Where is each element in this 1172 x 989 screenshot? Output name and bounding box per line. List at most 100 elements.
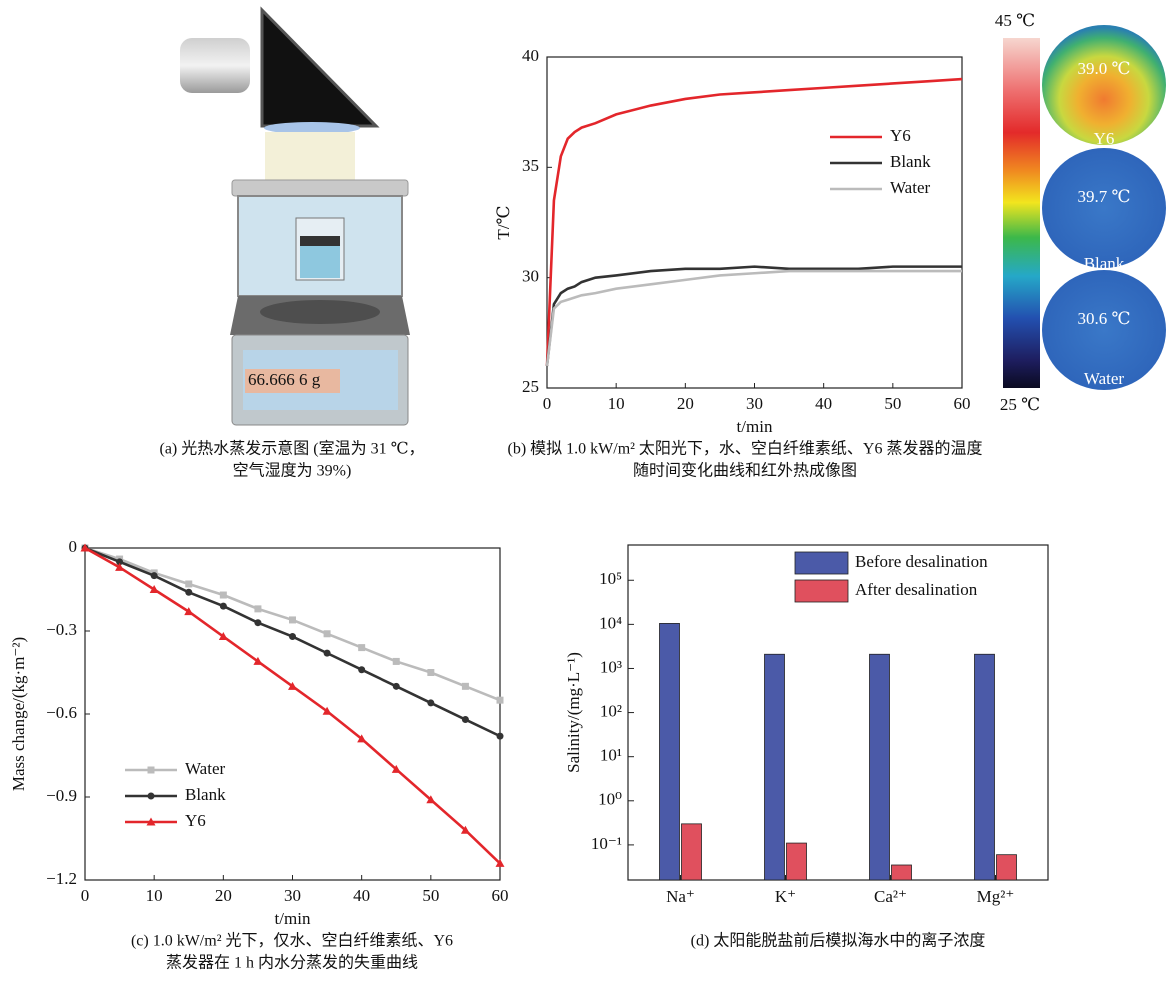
y-tick-label: 25 — [522, 377, 539, 396]
display-bar — [245, 369, 340, 393]
y-axis-label: Mass change/(kg·m⁻²) — [9, 637, 28, 791]
marker — [426, 795, 436, 804]
evaporator — [300, 236, 340, 246]
lamp-prism — [260, 6, 380, 128]
caption: (a) 光热水蒸发示意图 (室温为 31 ℃， — [160, 439, 425, 458]
legend-marker — [147, 792, 155, 800]
light-beam — [265, 132, 355, 184]
y-tick-label: 30 — [522, 267, 539, 286]
legend-label: Y6 — [890, 126, 911, 145]
water — [300, 246, 340, 278]
thermal-temperature: 30.6 ℃ — [1077, 309, 1130, 328]
x-tick-label: 40 — [815, 394, 832, 413]
legend-swatch — [794, 551, 849, 575]
bar — [974, 653, 995, 881]
plot-frame — [546, 56, 963, 389]
y-tick-label: 10² — [600, 701, 622, 720]
marker — [358, 644, 366, 652]
y-tick-label: 10⁴ — [599, 613, 622, 632]
plot-frame — [84, 547, 501, 881]
marker — [357, 734, 367, 743]
x-axis-label: t/min — [275, 909, 311, 928]
marker — [115, 562, 125, 571]
bar — [869, 653, 890, 881]
marker — [80, 543, 90, 552]
marker — [461, 682, 469, 690]
x-tick-label: 30 — [746, 394, 763, 413]
marker — [116, 558, 124, 566]
marker — [218, 632, 228, 641]
bar — [659, 623, 680, 881]
caption: 空气湿度为 39%) — [233, 462, 352, 480]
bar — [786, 842, 807, 881]
x-tick-label: 0 — [543, 394, 552, 413]
x-tick-label: 50 — [884, 394, 901, 413]
y-axis-label: Salinity/(mg·L⁻¹) — [564, 652, 583, 773]
caption: (c) 1.0 kW/m² 光下，仅水、空白纤维素纸、Y6 — [131, 932, 453, 950]
x-tick-label: 0 — [81, 886, 90, 905]
y-axis-label: T/℃ — [494, 205, 513, 239]
series-line — [545, 269, 962, 367]
evaporation-illustration: 66.666 6 g (a) 光热水蒸发示意图 (室温为 31 ℃， 空气湿度为… — [160, 6, 425, 480]
x-tick-label: K⁺ — [775, 887, 796, 906]
marker — [184, 607, 194, 616]
balance-reading: 66.666 6 g — [248, 370, 321, 389]
y-tick-label: 40 — [522, 46, 539, 65]
legend-label: Blank — [890, 152, 931, 171]
y-tick-label: 10⁰ — [598, 790, 622, 809]
series-line — [545, 77, 963, 366]
thermal-temperature: 39.0 ℃ — [1077, 59, 1130, 78]
marker — [461, 716, 469, 724]
marker — [427, 669, 435, 676]
marker — [185, 588, 193, 596]
thermal-label: Water — [1084, 369, 1124, 388]
marker — [254, 605, 262, 613]
thermal-image — [1042, 270, 1166, 390]
marker — [253, 656, 263, 665]
y-tick-label: −0.6 — [46, 703, 77, 722]
marker — [322, 706, 332, 715]
marker — [288, 681, 297, 690]
x-tick-label: 60 — [954, 394, 971, 413]
y-tick-label: 10⁵ — [599, 569, 622, 588]
bar — [996, 854, 1017, 881]
x-tick-label: 30 — [284, 886, 301, 905]
y-tick-label: 10³ — [600, 657, 622, 676]
marker — [496, 732, 504, 740]
x-tick-label: 20 — [215, 886, 232, 905]
series-line — [84, 546, 501, 738]
lamp-lens — [264, 122, 360, 134]
legend-label: Water — [890, 178, 930, 197]
x-tick-label: Ca²⁺ — [874, 887, 907, 906]
caption: 随时间变化曲线和红外热成像图 — [633, 462, 857, 480]
marker — [254, 619, 262, 627]
marker — [289, 633, 296, 641]
y-tick-label: −0.3 — [46, 620, 77, 639]
y-tick-label: 10¹ — [600, 746, 622, 765]
marker — [460, 825, 470, 834]
thermal-image — [1042, 148, 1166, 268]
marker — [219, 591, 227, 599]
legend-marker — [146, 817, 156, 826]
caption: (b) 模拟 1.0 kW/m² 太阳光下，水、空白纤维素纸、Y6 蒸发器的温度 — [507, 440, 982, 458]
marker — [496, 696, 504, 704]
legend-marker — [147, 766, 155, 774]
thermal-label: Blank — [1084, 254, 1125, 273]
marker — [391, 764, 401, 773]
legend-label: Water — [185, 759, 225, 778]
marker — [392, 682, 400, 690]
legend-label: Blank — [185, 785, 226, 804]
weighing-pan — [260, 300, 380, 324]
y-tick-label: 10⁻¹ — [591, 834, 622, 853]
x-tick-label: 50 — [422, 886, 439, 905]
x-tick-label: 10 — [608, 394, 625, 413]
marker — [149, 585, 159, 593]
lamp-body — [180, 38, 250, 93]
balance-top — [231, 179, 409, 197]
caption: (d) 太阳能脱盐前后模拟海水中的离子浓度 — [691, 932, 986, 950]
y-tick-label: 35 — [522, 156, 539, 175]
thermal-temperature: 39.7 ℃ — [1077, 187, 1130, 206]
y-tick-label: −0.9 — [46, 786, 77, 805]
x-tick-label: 10 — [146, 886, 163, 905]
